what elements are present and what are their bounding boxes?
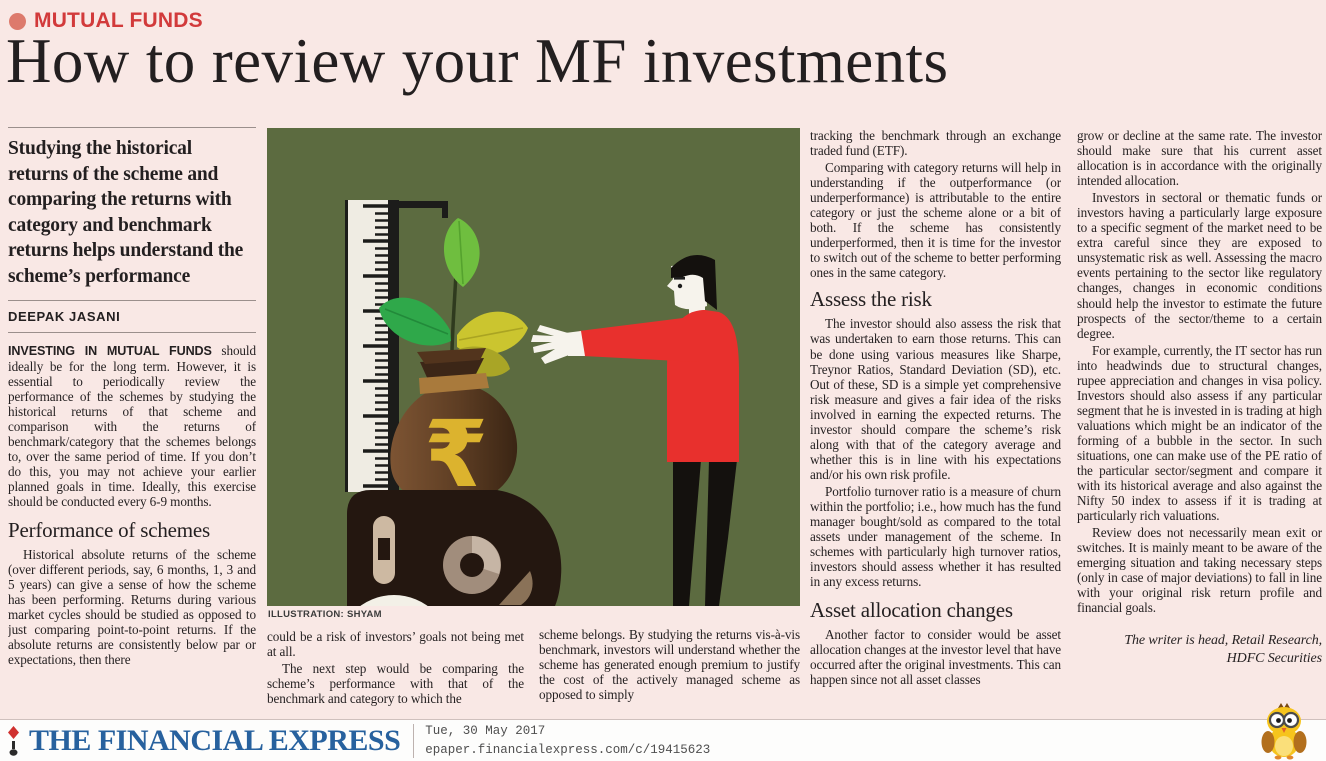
credit-line-2: HDFC Securities: [1226, 650, 1322, 666]
paragraph: For example, currently, the IT sector ha…: [1077, 342, 1322, 524]
paragraph: Historical absolute returns of the schem…: [8, 546, 256, 668]
paragraph: Another factor to consider would be asse…: [810, 627, 1061, 688]
paragraph: could be a risk of investors’ goals not …: [267, 629, 524, 660]
divider: [8, 127, 256, 128]
epaper-url[interactable]: epaper.financialexpress.com/c/19415623: [425, 742, 711, 757]
tape-measure-body-icon: [347, 490, 562, 606]
section-kicker: MUTUAL FUNDS: [9, 9, 203, 33]
divider: [413, 723, 415, 758]
kicker-label: MUTUAL FUNDS: [34, 9, 203, 32]
financial-express-logo-icon: [8, 725, 19, 756]
publication-date: Tue, 30 May 2017: [425, 723, 546, 738]
paragraph-text: should ideally be for the long term. How…: [8, 343, 256, 509]
illustration-caption: ILLUSTRATION: SHYAM: [268, 609, 382, 620]
section-heading-risk: Assess the risk: [810, 287, 932, 312]
paragraph: Comparing with category returns will hel…: [810, 160, 1061, 281]
paragraph: INVESTING IN MUTUAL FUNDS should ideally…: [8, 343, 256, 509]
measuring-ruler-icon: [345, 200, 448, 492]
divider: [8, 332, 256, 334]
paragraph: Investors in sectoral or thematic funds …: [1077, 190, 1322, 341]
article-body-col2: could be a risk of investors’ goals not …: [267, 629, 524, 719]
section-heading-asset: Asset allocation changes: [810, 598, 1013, 623]
section-heading-performance: Performance of schemes: [8, 518, 211, 542]
masthead-title: THE FINANCIAL EXPRESS: [29, 723, 401, 757]
paragraph: Portfolio turnover ratio is a measure of…: [810, 483, 1061, 590]
article-body-col1: INVESTING IN MUTUAL FUNDS should ideally…: [8, 343, 256, 667]
kicker-dot-icon: [9, 12, 26, 30]
article-body-col3: scheme belongs. By studying the returns …: [539, 627, 800, 719]
paragraph: grow or decline at the same rate. The in…: [1077, 128, 1322, 189]
paragraph: Review does not necessarily mean exit or…: [1077, 525, 1322, 616]
epaper-footer: THE FINANCIAL EXPRESS Tue, 30 May 2017 e…: [0, 719, 1326, 761]
paragraph: scheme belongs. By studying the returns …: [539, 627, 800, 703]
lead-in: INVESTING IN MUTUAL FUNDS: [8, 344, 212, 359]
paragraph: tracking the benchmark through an exchan…: [810, 128, 1061, 159]
article-illustration: ₹: [267, 128, 800, 606]
investor-figure: [531, 255, 739, 606]
byline: DEEPAK JASANI: [8, 309, 121, 325]
author-credit: The writer is head, Retail Research, HDF…: [1077, 632, 1322, 668]
money-bag-icon: ₹: [390, 348, 518, 508]
divider: [8, 300, 256, 302]
credit-line-1: The writer is head, Retail Research,: [1124, 632, 1322, 648]
owl-mascot-icon: [1261, 703, 1307, 760]
article-body-col5: grow or decline at the same rate. The in…: [1077, 128, 1322, 719]
paragraph: The next step would be comparing the sch…: [267, 661, 524, 707]
footer-meta: Tue, 30 May 2017 epaper.financialexpress…: [425, 722, 710, 760]
standfirst: Studying the historical returns of the s…: [8, 138, 244, 287]
left-column: Studying the historical returns of the s…: [8, 127, 256, 719]
paragraph: The investor should also assess the risk…: [810, 316, 1061, 482]
page-title: How to review your MF investments: [6, 26, 949, 96]
article-body-col4: tracking the benchmark through an exchan…: [810, 128, 1061, 719]
